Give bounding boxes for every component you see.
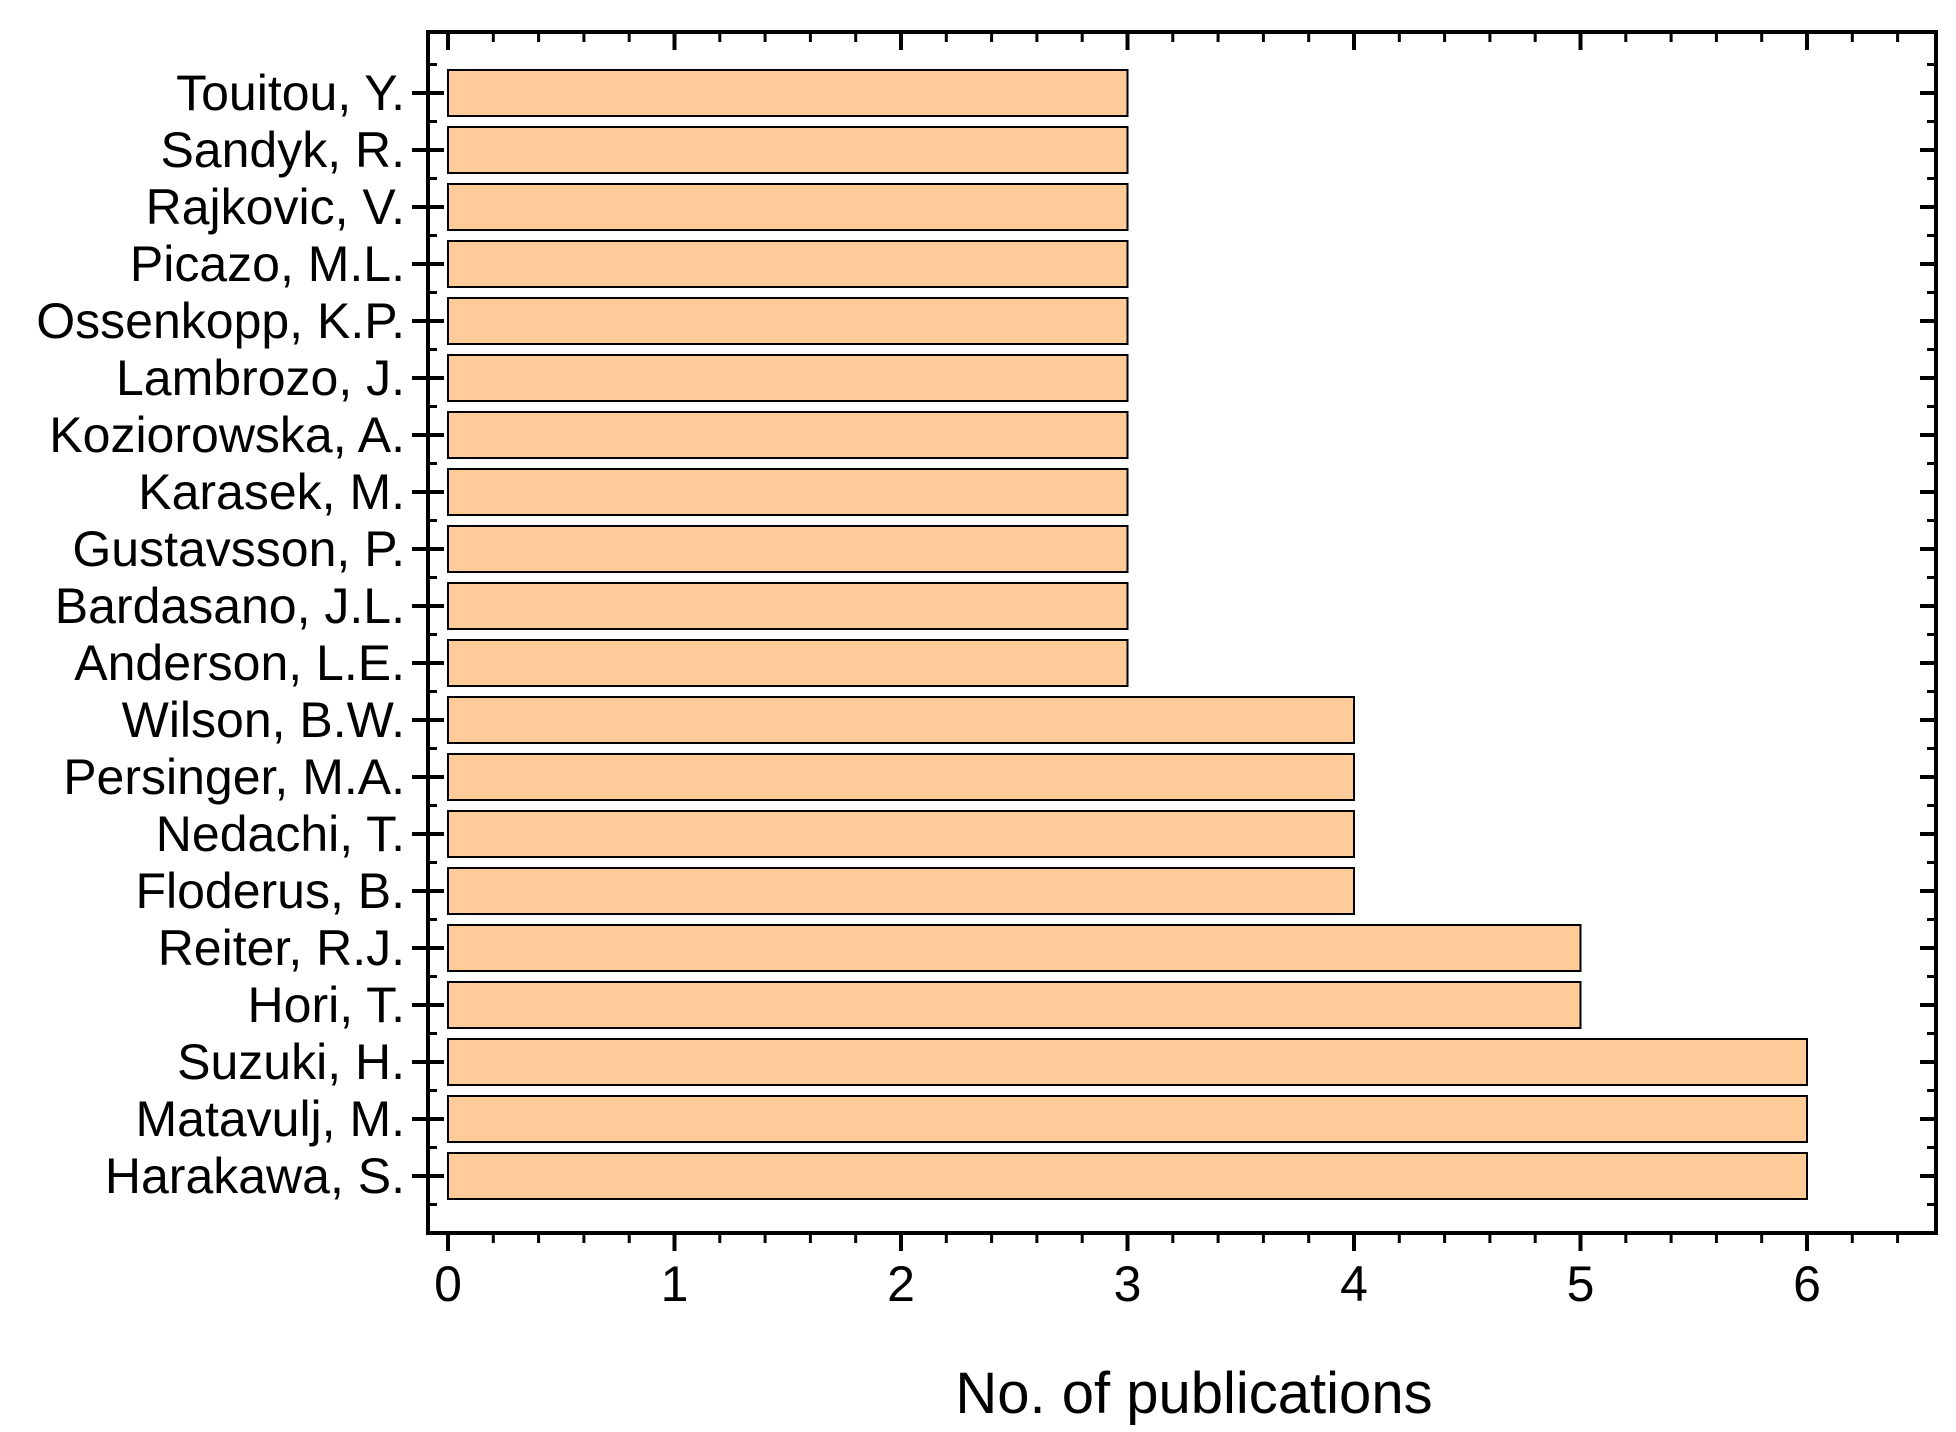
category-label: Touitou, Y. xyxy=(176,65,405,121)
bar-floderus-b xyxy=(447,867,1355,915)
bar-bardasano-j-l xyxy=(447,582,1129,630)
bar-touitou-y xyxy=(447,69,1129,117)
category-label: Bardasano, J.L. xyxy=(55,578,405,634)
x-tick-label: 1 xyxy=(661,1256,689,1312)
bar-sandyk-r xyxy=(447,126,1129,174)
bar-hori-t xyxy=(447,981,1582,1029)
bar-koziorowska-a xyxy=(447,411,1129,459)
category-label: Suzuki, H. xyxy=(177,1034,405,1090)
x-axis-title: No. of publications xyxy=(955,1361,1432,1426)
y-axis: Harakawa, S.Matavulj, M.Suzuki, H.Hori, … xyxy=(36,63,1936,1206)
bar-reiter-r-j xyxy=(447,924,1582,972)
category-label: Sandyk, R. xyxy=(160,122,405,178)
category-label: Reiter, R.J. xyxy=(158,920,405,976)
category-label: Lambrozo, J. xyxy=(116,350,405,406)
category-label: Ossenkopp, K.P. xyxy=(36,293,405,349)
bars-layer xyxy=(447,69,1808,1200)
bar-gustavsson-p xyxy=(447,525,1129,573)
bar-karasek-m xyxy=(447,468,1129,516)
bar-suzuki-h xyxy=(447,1038,1808,1086)
x-tick-label: 5 xyxy=(1567,1256,1595,1312)
bar-rajkovic-v xyxy=(447,183,1129,231)
category-label: Matavulj, M. xyxy=(135,1091,405,1147)
category-label: Harakawa, S. xyxy=(105,1148,405,1204)
category-label: Koziorowska, A. xyxy=(49,407,405,463)
category-label: Hori, T. xyxy=(248,977,405,1033)
x-tick-label: 6 xyxy=(1793,1256,1821,1312)
category-label: Anderson, L.E. xyxy=(74,635,405,691)
category-label: Picazo, M.L. xyxy=(130,236,405,292)
bar-wilson-b-w xyxy=(447,696,1355,744)
bar-persinger-m-a xyxy=(447,753,1355,801)
category-label: Karasek, M. xyxy=(138,464,405,520)
bar-anderson-l-e xyxy=(447,639,1129,687)
category-label: Gustavsson, P. xyxy=(72,521,405,577)
x-tick-label: 3 xyxy=(1114,1256,1142,1312)
bar-matavulj-m xyxy=(447,1095,1808,1143)
category-label: Wilson, B.W. xyxy=(122,692,405,748)
x-axis: 0 1 2 3 4 5 6 xyxy=(434,32,1900,1312)
x-tick-label: 4 xyxy=(1340,1256,1368,1312)
x-tick-label: 0 xyxy=(434,1256,462,1312)
category-label: Rajkovic, V. xyxy=(146,179,405,235)
category-label: Nedachi, T. xyxy=(156,806,405,862)
plot-frame xyxy=(426,30,1938,1235)
bar-harakawa-s xyxy=(447,1152,1808,1200)
bar-lambrozo-j xyxy=(447,354,1129,402)
category-label: Persinger, M.A. xyxy=(63,749,405,805)
bar-ossenkopp-k-p xyxy=(447,297,1129,345)
x-tick-label: 2 xyxy=(887,1256,915,1312)
bar-picazo-m-l xyxy=(447,240,1129,288)
category-label: Floderus, B. xyxy=(135,863,405,919)
bar-nedachi-t xyxy=(447,810,1355,858)
